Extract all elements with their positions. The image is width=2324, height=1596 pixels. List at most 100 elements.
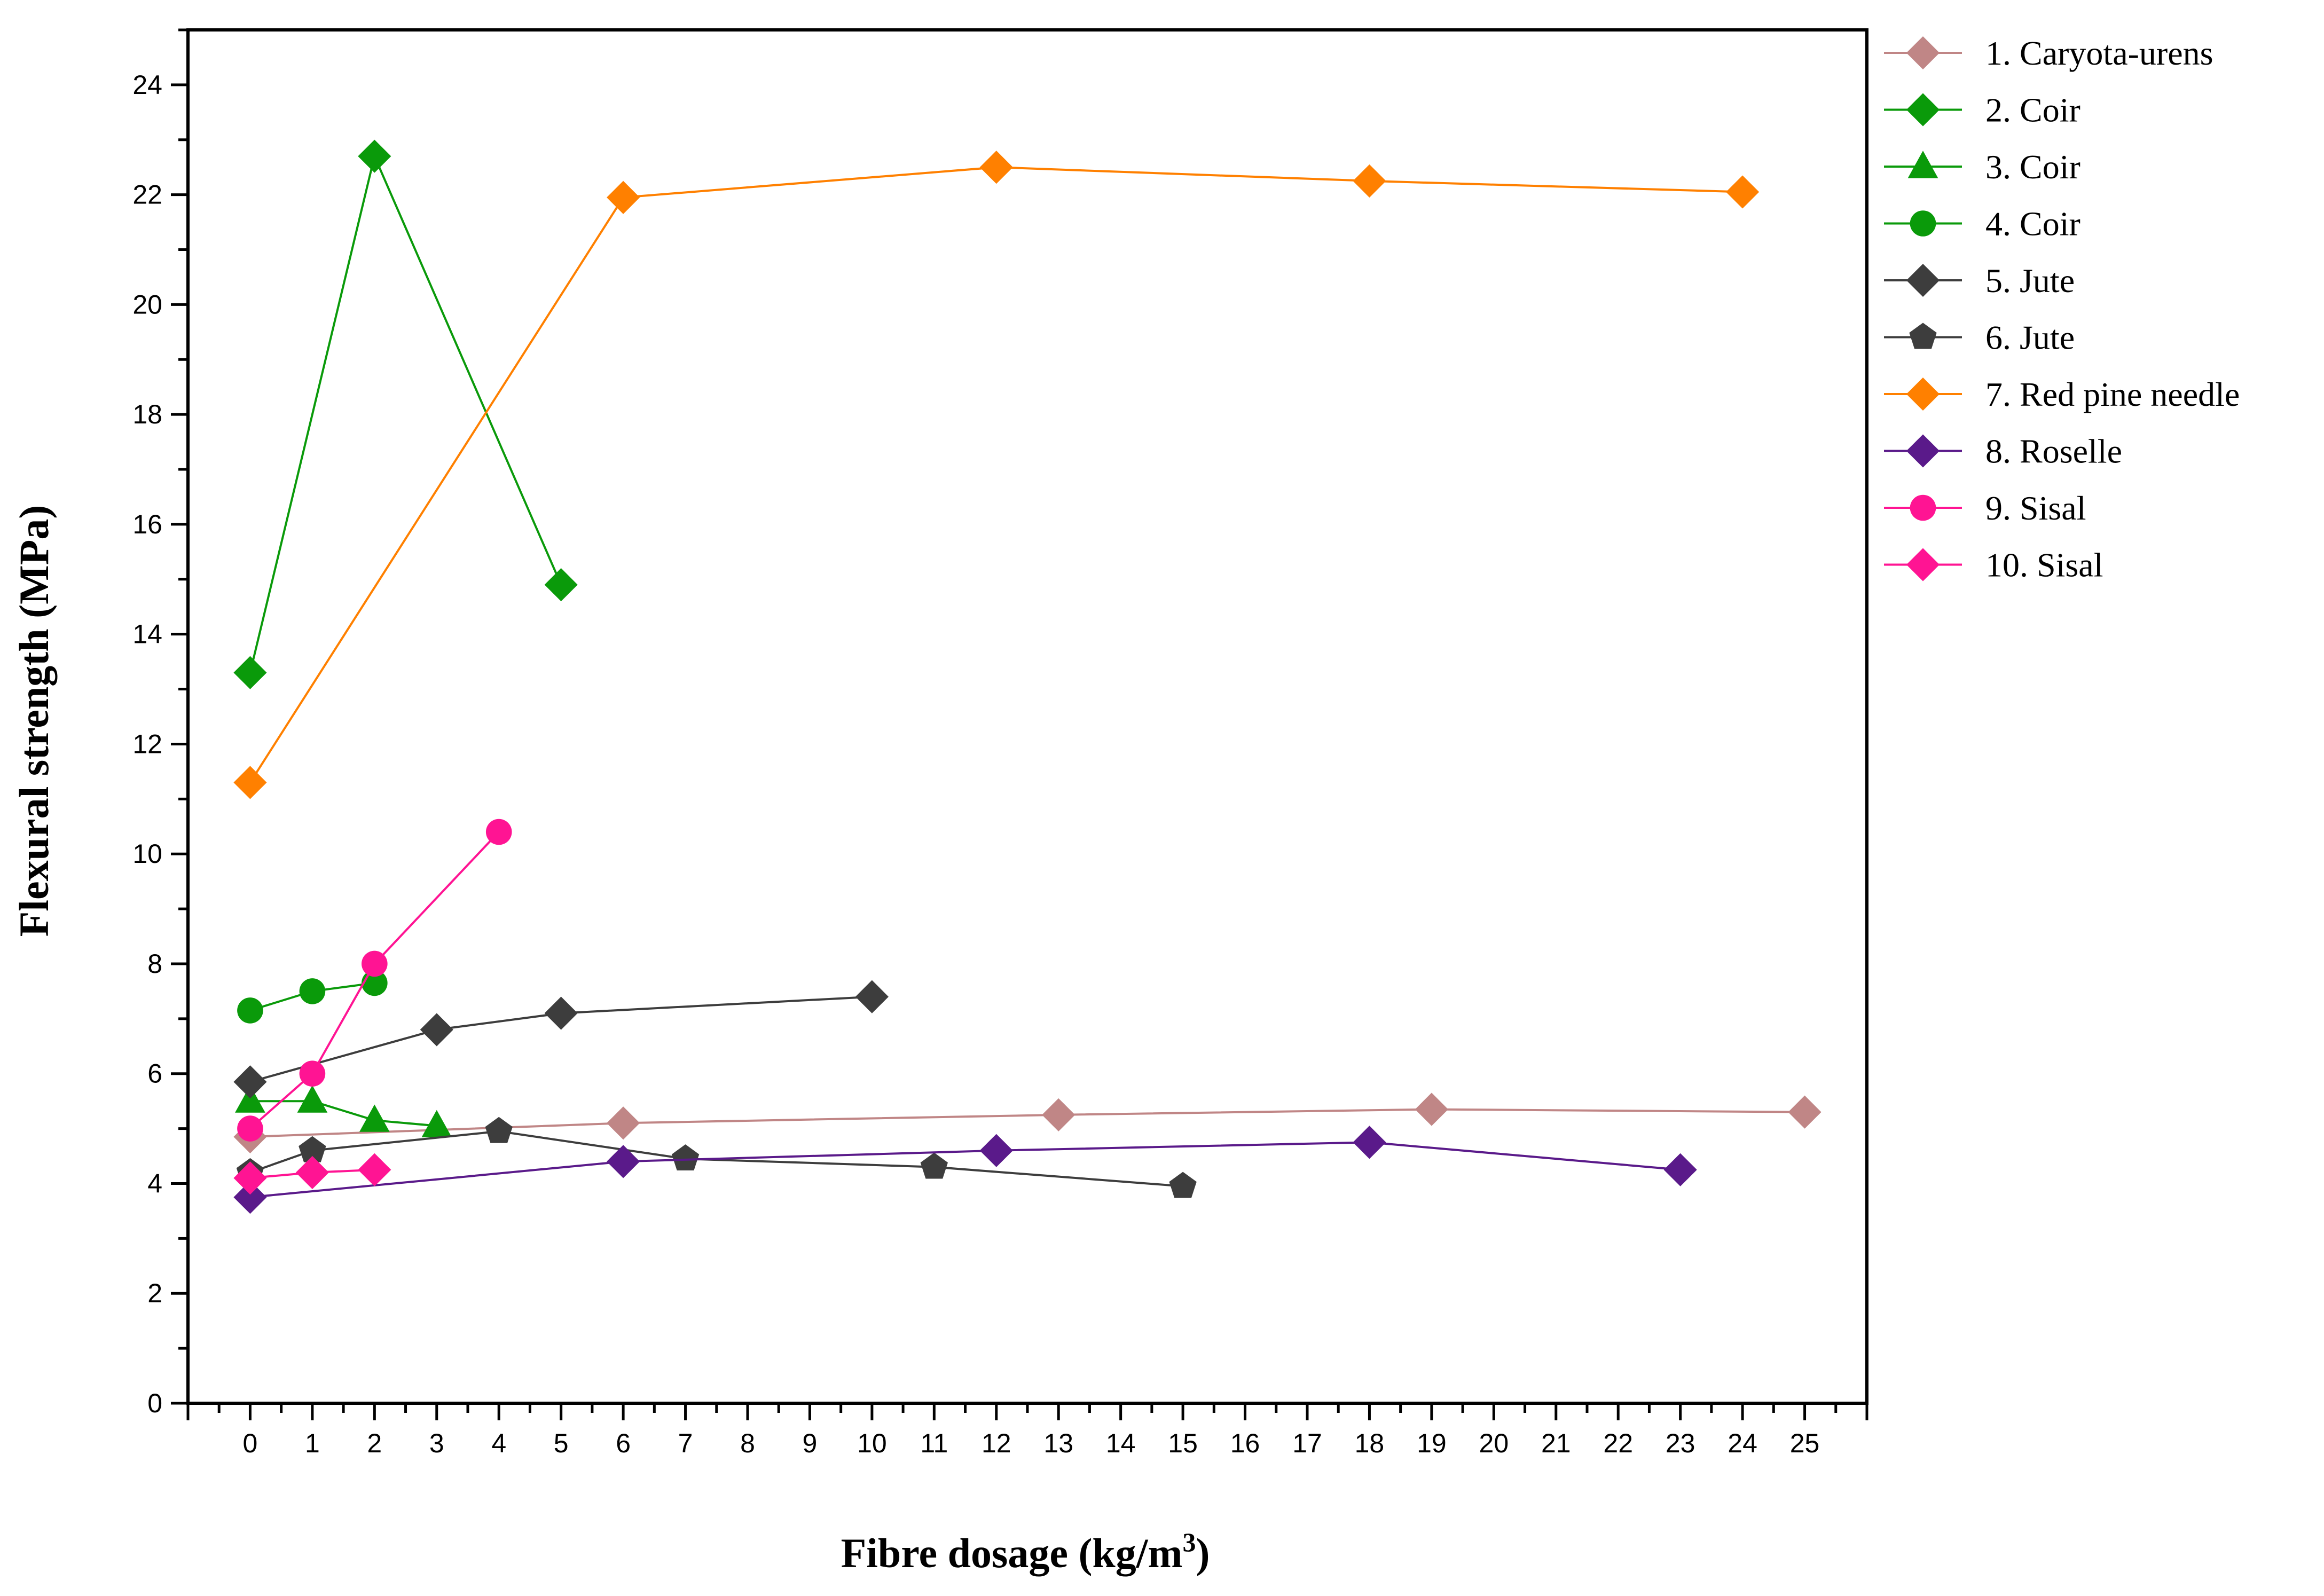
legend-entry-9: 9. Sisal [1884,489,2086,527]
legend-marker [1906,548,1940,581]
data-point [1169,1172,1197,1198]
data-point [979,1134,1013,1167]
data-point [233,1181,267,1214]
legend-entry-7: 7. Red pine needle [1884,375,2240,413]
series-7 [233,151,1760,799]
legend-label: 2. Coir [1985,91,2080,129]
y-tick-label: 20 [132,289,162,319]
plot-frame [186,28,1868,1405]
legend-label: 5. Jute [1985,262,2075,300]
legend-marker [1909,323,1937,349]
data-point [358,1153,391,1186]
y-tick-label: 18 [132,399,162,429]
x-tick-label: 9 [803,1428,818,1458]
data-point [297,1085,328,1113]
legend-marker [1906,36,1940,70]
x-tick-label: 15 [1168,1428,1198,1458]
legend-entry-8: 8. Roselle [1884,433,2122,470]
series-8 [233,1126,1697,1214]
data-point [607,1106,640,1140]
legend-marker [1907,151,1938,178]
legend-entry-4: 4. Coir [1884,205,2080,243]
y-tick-label: 4 [147,1168,162,1198]
data-point [1663,1153,1697,1186]
data-point [485,819,512,845]
data-point [1788,1095,1821,1129]
y-tick-label: 22 [132,180,162,210]
legend: 1. Caryota-urens 2. Coir 3. Coir 4. Coir 5. … [1884,34,2240,584]
y-tick-label: 12 [132,729,162,759]
x-tick-label: 5 [554,1428,569,1458]
data-point [299,1060,326,1087]
series-line [249,831,500,1130]
legend-label: 8. Roselle [1985,433,2122,470]
series-2 [233,139,578,689]
x-tick-label: 21 [1541,1428,1571,1458]
legend-marker [1910,494,1936,521]
series-5 [233,980,889,1099]
legend-label: 9. Sisal [1985,489,2086,527]
legend-label: 10. Sisal [1985,546,2103,584]
x-tick-label: 7 [678,1428,693,1458]
series-1 [233,1092,1821,1154]
data-point [607,180,640,214]
legend-label: 1. Caryota-urens [1985,34,2213,72]
x-tick-label: 18 [1355,1428,1385,1458]
data-point [920,1152,948,1179]
data-point [237,1115,263,1142]
legend-marker [1910,210,1936,237]
x-tick-label: 22 [1603,1428,1633,1458]
x-tick-label: 20 [1479,1428,1509,1458]
legend-entry-2: 2. Coir [1884,91,2080,129]
x-tick-label: 4 [491,1428,506,1458]
series-4 [237,970,388,1024]
x-tick-label: 2 [367,1428,382,1458]
series-line [249,995,873,1083]
data-point [979,151,1013,184]
x-tick-label: 12 [982,1428,1011,1458]
legend-entry-1: 1. Caryota-urens [1884,34,2213,72]
data-point [295,1155,329,1189]
legend-label: 4. Coir [1985,205,2080,243]
legend-label: 7. Red pine needle [1985,375,2240,413]
x-axis-title-superscript: 3 [1182,1527,1196,1557]
x-tick-label: 19 [1417,1428,1447,1458]
series-line [249,153,562,673]
data-point [233,656,267,689]
legend-label: 6. Jute [1985,319,2075,357]
y-tick-label: 6 [147,1059,162,1089]
data-point [671,1144,700,1171]
x-tick-label: 6 [616,1428,631,1458]
legend-marker [1906,93,1940,127]
x-tick-label: 1 [305,1428,320,1458]
x-tick-label: 17 [1292,1428,1322,1458]
x-tick-label: 11 [920,1428,948,1458]
y-tick-label: 8 [147,949,162,979]
x-tick-label: 3 [429,1428,444,1458]
x-tick-label: 16 [1230,1428,1260,1458]
data-point [299,1136,326,1162]
data-point [420,1013,453,1047]
x-axis-title-main: Fibre dosage (kg/m [841,1530,1183,1576]
data-point [1726,175,1760,209]
x-tick-label: 24 [1728,1428,1757,1458]
data-point [421,1110,452,1138]
plot-series [233,139,1821,1214]
y-tick-label: 24 [132,70,162,100]
data-point [235,1085,265,1113]
x-tick-label: 0 [243,1428,258,1458]
x-axis-title-close: ) [1196,1530,1210,1576]
x-tick-label: 8 [740,1428,755,1458]
legend-marker [1906,263,1940,297]
legend-label: 3. Coir [1985,148,2080,186]
data-point [544,568,578,602]
y-axis-title: Flexural strength (MPa) [11,505,57,937]
legend-marker [1906,434,1940,468]
data-point [485,1117,513,1143]
x-tick-label: 13 [1043,1428,1073,1458]
legend-entry-3: 3. Coir [1884,148,2080,186]
x-axis-title: Fibre dosage (kg/m3) [841,1527,1210,1576]
data-point [233,766,267,799]
